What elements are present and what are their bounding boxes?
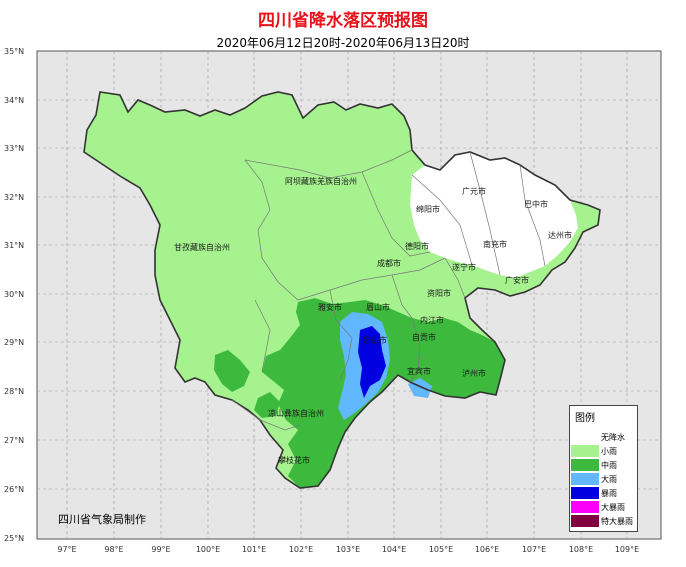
lat-label: 27°N [4,436,24,445]
legend-label: 中雨 [601,461,617,470]
legend-label: 大雨 [601,475,617,484]
lon-label: 106°E [475,545,499,554]
lat-label: 29°N [4,338,24,347]
legend-swatch [571,431,599,443]
city-label-leshan: 乐山市 [363,335,387,345]
city-label-ziyang: 资阳市 [427,288,451,298]
legend-swatch [571,459,599,471]
city-label-guang-an: 广安市 [505,275,529,285]
lon-label: 103°E [336,545,360,554]
lon-label: 97°E [57,545,76,554]
city-label-suining: 遂宁市 [452,262,476,272]
rain-zone-moderate-patch [214,350,250,392]
longitude-labels: 97°E 98°E 99°E 100°E 101°E 102°E 103°E 1… [57,545,639,554]
city-label-panzhihua: 攀枝花市 [278,455,310,465]
map-title: 四川省降水落区预报图 [258,11,428,31]
city-label-meishan: 眉山市 [366,302,390,312]
rain-zone-moderate-patch [254,392,280,418]
rain-zone-none [410,152,578,278]
lon-label: 107°E [522,545,546,554]
legend-label: 无降水 [601,433,625,442]
lon-label: 102°E [289,545,313,554]
legend-item: 大雨 [571,473,638,485]
lon-label: 99°E [151,545,170,554]
map-credit: 四川省气象局制作 [58,513,146,526]
city-label-dazhou: 达州市 [548,230,572,240]
legend-title: 图例 [575,413,595,424]
city-label-nanchong: 南充市 [483,239,507,249]
prefecture-borders [231,149,546,431]
legend-label: 暴雨 [601,489,617,498]
lat-label: 26°N [4,485,24,494]
city-label-zigong: 自贡市 [412,332,436,342]
legend-swatch [571,487,599,499]
legend-swatch [571,473,599,485]
legend-label: 小雨 [601,447,617,456]
city-label-guangyuan: 广元市 [462,186,486,196]
lon-label: 100°E [196,545,220,554]
lat-label: 25°N [4,534,24,543]
legend-swatch [571,501,599,513]
legend-swatch [571,445,599,457]
rain-zone-storm [358,326,386,398]
legend-item: 小雨 [571,445,638,457]
legend-label: 特大暴雨 [601,517,633,526]
legend-swatch [571,515,599,527]
legend-label: 大暴雨 [601,503,625,512]
legend-item: 特大暴雨 [571,515,638,527]
city-label-deyang: 德阳市 [405,241,429,251]
city-label-ya-an: 雅安市 [318,302,342,312]
lon-label: 101°E [242,545,266,554]
lat-label: 35°N [4,47,24,56]
lat-label: 34°N [4,96,24,105]
province-border [83,91,601,489]
legend-item: 暴雨 [571,487,638,499]
legend-item: 无降水 [571,431,638,443]
city-label-chengdu: 成都市 [377,258,401,268]
city-label-neijiang: 内江市 [420,315,444,325]
city-label-bazhong: 巴中市 [524,199,548,209]
lat-label: 32°N [4,193,24,202]
map-subtitle: 2020年06月12日20时-2020年06月13日20时 [216,36,470,50]
lon-label: 105°E [429,545,453,554]
lat-label: 33°N [4,144,24,153]
latitude-labels: 35°N 34°N 33°N 32°N 31°N 30°N 29°N 28°N … [4,47,24,543]
lon-label: 108°E [569,545,593,554]
lon-label: 104°E [382,545,406,554]
legend-item: 中雨 [571,459,638,471]
city-label-yibin: 宜宾市 [407,366,431,376]
legend-item: 大暴雨 [571,501,638,513]
lat-label: 28°N [4,387,24,396]
region-label-aba: 阿坝藏族羌族自治州 [285,176,357,186]
legend: 图例 无降水 小雨 中雨 大雨 暴雨 大暴雨 特大暴雨 [569,405,638,532]
lon-label: 98°E [104,545,123,554]
lon-label: 109°E [615,545,639,554]
region-label-liangshan: 凉山彝族自治州 [268,408,324,418]
rain-zone-moderate [262,298,505,488]
region-label-ganzi: 甘孜藏族自治州 [174,242,230,252]
city-label-luzhou: 泸州市 [462,368,486,378]
city-label-mianyang: 绵阳市 [416,204,440,214]
lat-label: 30°N [4,290,24,299]
lat-label: 31°N [4,241,24,250]
